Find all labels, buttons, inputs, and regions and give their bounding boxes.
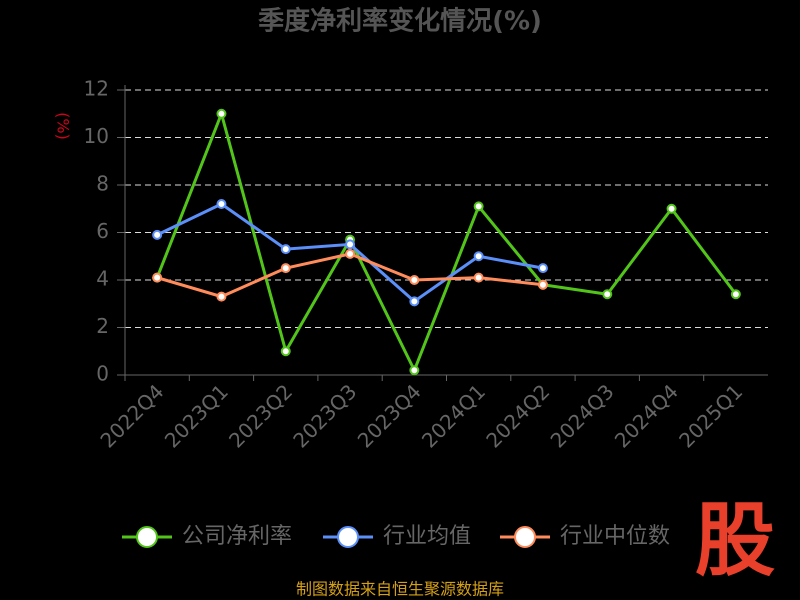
watermark: 股	[695, 494, 775, 587]
y-tick-label: 4	[96, 267, 109, 291]
legend-marker	[337, 526, 359, 548]
legend-label: 公司净利率	[182, 524, 292, 549]
data-point	[216, 199, 227, 209]
y-tick-label: 12	[84, 77, 109, 101]
data-point	[280, 263, 291, 274]
data-point	[216, 108, 227, 119]
legend-label: 行业均值	[383, 524, 471, 549]
chart-title: 季度净利率变化情况(%)	[258, 6, 542, 37]
legend-marker	[514, 526, 536, 548]
legend-marker	[136, 526, 158, 548]
data-point	[409, 296, 420, 307]
data-point	[216, 291, 227, 302]
data-point	[409, 365, 420, 376]
data-point	[473, 251, 484, 262]
series-line	[155, 108, 738, 374]
data-point	[473, 272, 484, 283]
data-point	[152, 229, 163, 240]
data-point	[280, 244, 291, 255]
source-note: 制图数据来自恒生聚源数据库	[296, 580, 504, 599]
data-point	[473, 201, 484, 212]
data-point	[602, 289, 613, 300]
y-axis-label: (%)	[54, 112, 73, 140]
data-point	[345, 248, 356, 259]
data-point	[152, 272, 163, 283]
y-tick-label: 0	[96, 362, 109, 386]
data-point	[537, 263, 548, 274]
data-point	[666, 203, 677, 214]
data-point	[537, 279, 548, 290]
y-tick-label: 8	[96, 172, 109, 196]
y-tick-label: 10	[84, 124, 109, 148]
y-tick-label: 6	[96, 219, 109, 243]
data-point	[409, 275, 420, 285]
y-tick-label: 2	[96, 314, 109, 338]
data-point	[345, 239, 356, 250]
legend-label: 行业中位数	[560, 524, 670, 549]
data-point	[280, 346, 291, 357]
data-point	[730, 289, 741, 300]
